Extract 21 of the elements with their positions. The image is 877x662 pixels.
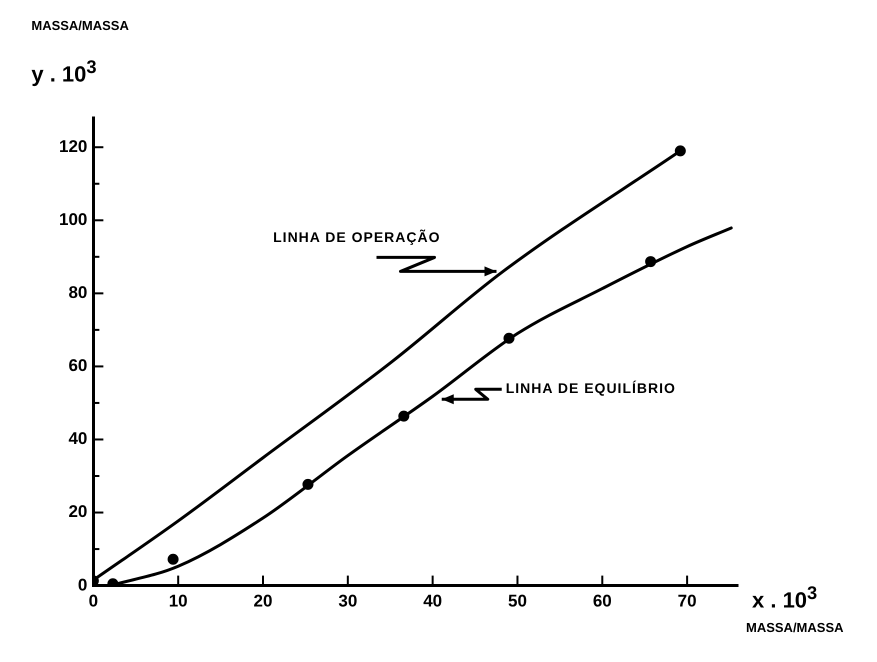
point	[168, 554, 179, 565]
y-tick-label: 60	[68, 356, 88, 376]
y-tick-label: 40	[68, 429, 88, 448]
x-tick-label: 30	[338, 591, 358, 610]
text: MASSA/MASSA	[746, 620, 844, 635]
annotation: LINHA DE OPERAÇÃO	[273, 229, 441, 246]
x-tick-label: 60	[592, 591, 612, 610]
y-tick-label: 100	[58, 210, 88, 229]
y-tick-label: 80	[68, 283, 88, 302]
text: MASSA/MASSA	[31, 18, 129, 33]
y-axis-title: y . 10$^{3}$	[31, 56, 97, 88]
y-tick-label: 0	[78, 575, 88, 594]
x-tick-label: 10	[168, 591, 188, 610]
x-tick-label: 40	[423, 591, 442, 610]
x-tick-label: 50	[508, 591, 527, 610]
annotation: LINHA DE EQUILÍBRIO	[506, 380, 676, 396]
x-axis-title: x . 10$^{3}$	[752, 582, 818, 613]
y-tick-label: 20	[68, 502, 88, 522]
y-tick-label: 120	[58, 136, 88, 156]
x-tick-label: 70	[678, 591, 697, 610]
x-tick-label: 20	[254, 591, 272, 610]
